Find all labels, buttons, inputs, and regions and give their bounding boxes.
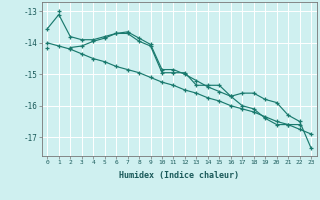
X-axis label: Humidex (Indice chaleur): Humidex (Indice chaleur) — [119, 171, 239, 180]
